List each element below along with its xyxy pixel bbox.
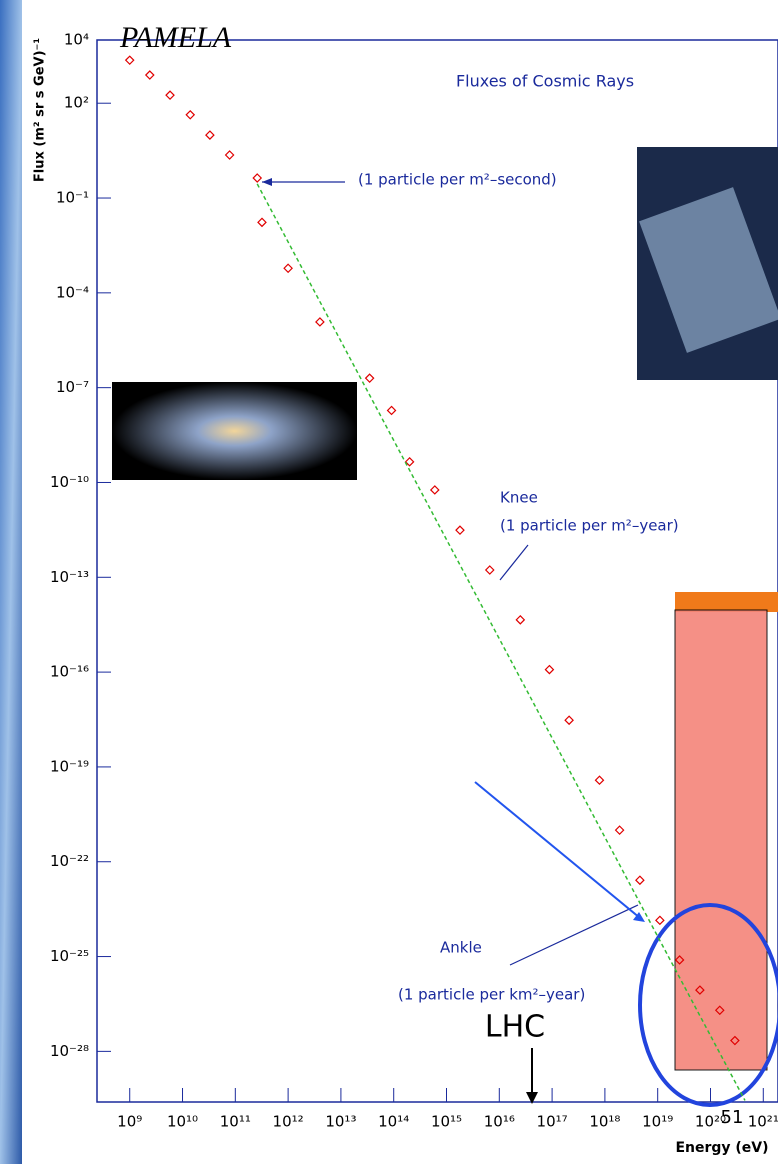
- data-point: [364, 373, 375, 383]
- slide-number: 51: [721, 1107, 744, 1128]
- x-tick-label: 10¹⁵: [431, 1113, 462, 1131]
- data-point: [404, 456, 415, 467]
- data-point: [224, 150, 235, 160]
- data-point: [205, 130, 215, 140]
- x-tick-label: 10¹⁰: [167, 1113, 198, 1131]
- chart-title: Fluxes of Cosmic Rays: [456, 72, 634, 91]
- y-tick-label: 10⁻¹: [56, 189, 89, 207]
- y-tick-label: 10⁻²⁵: [50, 947, 89, 965]
- annotation: Knee: [500, 489, 538, 507]
- arrow: [509, 904, 639, 966]
- arrow-head: [526, 1092, 538, 1104]
- data-point: [315, 317, 325, 327]
- data-point: [283, 263, 293, 274]
- arrow-head: [633, 912, 645, 922]
- y-tick-label: 10⁻¹⁶: [50, 663, 89, 681]
- data-point: [635, 875, 645, 886]
- y-tick-label: 10²: [64, 94, 89, 112]
- data-point: [564, 715, 574, 726]
- y-tick-label: 10⁻²⁸: [50, 1042, 89, 1060]
- galaxy-image: [112, 382, 357, 480]
- data-point: [165, 90, 175, 100]
- data-point: [614, 825, 625, 835]
- x-tick-label: 10¹⁴: [378, 1113, 409, 1131]
- blue-arrow: [474, 781, 641, 919]
- y-tick-label: 10⁻¹⁰: [50, 473, 89, 491]
- y-tick-label: 10⁴: [64, 31, 89, 49]
- x-tick-label: 10¹⁶: [484, 1113, 515, 1131]
- data-point: [252, 173, 263, 183]
- data-point: [515, 615, 526, 625]
- data-point: [714, 1005, 725, 1016]
- x-tick-label: 10¹²: [273, 1113, 304, 1131]
- x-axis-label: Energy (eV): [675, 1140, 768, 1156]
- pamela-label: PAMELA: [119, 21, 232, 54]
- background-strip: [0, 0, 22, 1164]
- x-tick-label: 10¹¹: [220, 1113, 251, 1131]
- y-tick-label: 10⁻⁴: [56, 283, 89, 301]
- highlight-ellipse: [638, 903, 778, 1107]
- data-point: [484, 565, 495, 575]
- x-tick-label: 10¹⁷: [537, 1113, 568, 1131]
- highlight-box: [674, 609, 768, 1071]
- data-point: [544, 664, 555, 675]
- data-point: [386, 405, 397, 416]
- data-point: [429, 485, 440, 495]
- plot-frame: [96, 39, 778, 1103]
- annotation: (1 particle per km²–year): [398, 986, 585, 1004]
- data-point: [655, 915, 665, 926]
- data-point: [144, 70, 155, 80]
- y-axis-label: Flux (m² sr s GeV)⁻¹: [33, 38, 48, 182]
- satellite-body: [639, 187, 778, 353]
- x-tick-label: 10²¹: [748, 1113, 778, 1131]
- y-tick-label: 10⁻⁷: [56, 378, 89, 396]
- annotation: (1 particle per m²–second): [358, 171, 557, 189]
- x-tick-label: 10¹⁹: [642, 1113, 673, 1131]
- orange-bar: [675, 592, 778, 612]
- y-tick-label: 10⁻²²: [50, 852, 89, 870]
- x-tick-label: 10⁹: [117, 1113, 142, 1131]
- y-tick-label: 10⁻¹⁹: [50, 757, 89, 775]
- data-point: [695, 985, 705, 995]
- x-tick-label: 10¹³: [325, 1113, 356, 1131]
- data-point: [730, 1035, 740, 1046]
- y-tick-label: 10⁻¹³: [50, 568, 89, 586]
- lhc-label: LHC: [485, 1010, 545, 1045]
- x-tick-label: 10²⁰: [695, 1113, 726, 1131]
- annotation: Ankle: [440, 939, 482, 957]
- arrow: [499, 544, 529, 581]
- fit-line: [256, 183, 746, 1101]
- annotation: (1 particle per m²–year): [500, 517, 679, 535]
- arrow-head: [262, 178, 272, 186]
- x-tick-label: 10¹⁸: [589, 1113, 620, 1131]
- data-point: [594, 775, 605, 786]
- data-point: [124, 55, 135, 66]
- data-point: [257, 217, 267, 228]
- axes: 10⁴ 10² 10⁻¹ 10⁻⁴ 10⁻⁷ 10⁻¹⁰ 10⁻¹³ 10⁻¹⁶ 10⁻¹⁹ 10…: [50, 31, 778, 1131]
- data-point: [455, 525, 465, 536]
- data-point: [185, 109, 196, 120]
- data-point: [674, 955, 685, 965]
